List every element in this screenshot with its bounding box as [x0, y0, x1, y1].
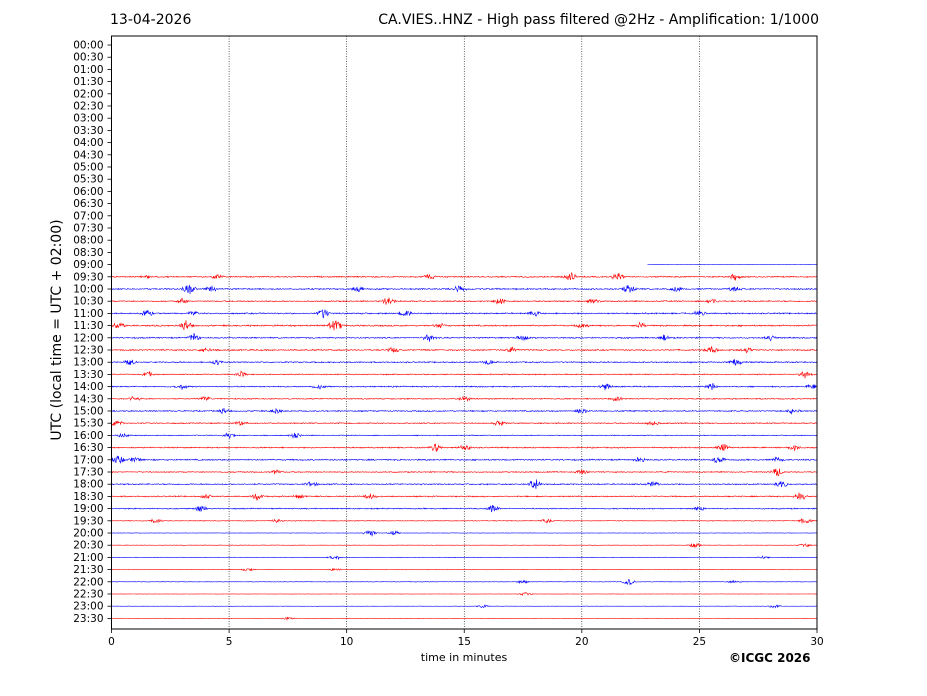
- trace-1130: [111, 320, 818, 331]
- y-tick-label: 02:30: [73, 101, 103, 113]
- trace-2000: [111, 529, 818, 537]
- y-tick-label: 02:00: [73, 88, 103, 100]
- trace-2300: [111, 604, 818, 609]
- y-tick-label: 22:00: [73, 576, 103, 588]
- x-axis-label: time in minutes: [420, 651, 508, 664]
- y-tick-label: 23:00: [73, 601, 103, 613]
- trace-2330: [111, 616, 818, 621]
- copyright-notice: ©ICGC 2026: [729, 651, 811, 665]
- y-tick-label: 11:00: [73, 308, 103, 320]
- trace-1200: [111, 333, 818, 342]
- y-tick-label: 12:30: [73, 345, 103, 357]
- trace-2030: [111, 542, 818, 549]
- trace-1300: [111, 359, 818, 366]
- y-tick-label: 14:00: [73, 381, 103, 393]
- x-tick-label: 25: [693, 636, 706, 648]
- seismic-traces: [111, 264, 818, 621]
- trace-1100: [111, 309, 818, 319]
- y-tick-label: 04:30: [73, 149, 103, 161]
- y-tick-label: 08:00: [73, 235, 103, 247]
- trace-1030: [111, 297, 818, 305]
- x-tick-label: 0: [108, 636, 115, 648]
- y-tick-label: 22:30: [73, 589, 103, 601]
- y-tick-label: 00:30: [73, 52, 103, 64]
- y-tick-label: 10:00: [73, 284, 103, 296]
- y-tick-label: 10:30: [73, 296, 103, 308]
- trace-1800: [111, 479, 818, 489]
- trace-1600: [111, 432, 818, 439]
- vertical-gridlines: [228, 36, 700, 629]
- trace-1730: [111, 468, 818, 477]
- y-tick-label: 07:00: [73, 210, 103, 222]
- y-tick-label: 11:30: [73, 320, 103, 332]
- x-tick-label: 30: [810, 636, 823, 648]
- trace-1500: [111, 408, 818, 415]
- y-tick-label: 13:30: [73, 369, 103, 381]
- axis-ticks: 00:0000:3001:0001:3002:0002:3003:0003:30…: [73, 40, 823, 649]
- y-tick-label: 21:30: [73, 564, 103, 576]
- trace-1000: [111, 284, 818, 295]
- trace-1900: [111, 505, 818, 513]
- trace-2100: [111, 555, 818, 561]
- y-tick-label: 01:30: [73, 76, 103, 88]
- y-tick-label: 21:00: [73, 552, 103, 564]
- trace-1930: [111, 518, 818, 524]
- trace-1400: [111, 383, 818, 391]
- y-tick-label: 05:30: [73, 174, 103, 186]
- y-tick-label: 19:30: [73, 515, 103, 527]
- chart-date: 13-04-2026: [110, 12, 192, 28]
- x-tick-label: 10: [340, 636, 353, 648]
- trace-2130: [111, 567, 818, 572]
- y-tick-label: 14:30: [73, 393, 103, 405]
- trace-2200: [111, 579, 818, 586]
- trace-0930: [111, 272, 818, 281]
- y-tick-label: 18:30: [73, 491, 103, 503]
- trace-1830: [111, 492, 818, 501]
- x-tick-label: 5: [226, 636, 233, 648]
- y-tick-label: 05:00: [73, 162, 103, 174]
- y-tick-label: 13:00: [73, 357, 103, 369]
- y-tick-label: 03:30: [73, 125, 103, 137]
- y-tick-label: 16:00: [73, 430, 103, 442]
- y-tick-label: 00:00: [73, 40, 103, 52]
- y-tick-label: 08:30: [73, 247, 103, 259]
- y-tick-label: 19:00: [73, 503, 103, 515]
- y-tick-label: 16:30: [73, 442, 103, 454]
- y-tick-label: 06:30: [73, 198, 103, 210]
- y-tick-label: 17:00: [73, 454, 103, 466]
- y-tick-label: 18:00: [73, 479, 103, 491]
- y-tick-label: 23:30: [73, 613, 103, 625]
- y-tick-label: 03:00: [73, 113, 103, 125]
- trace-1230: [111, 345, 818, 354]
- y-tick-label: 17:30: [73, 467, 103, 479]
- trace-1530: [111, 420, 818, 427]
- trace-1700: [111, 455, 818, 464]
- x-tick-label: 20: [575, 636, 588, 648]
- y-tick-label: 15:00: [73, 406, 103, 418]
- y-tick-label: 12:00: [73, 332, 103, 344]
- trace-1430: [111, 395, 818, 403]
- chart-title: CA.VIES..HNZ - High pass filtered @2Hz -…: [378, 12, 819, 28]
- x-tick-label: 15: [458, 636, 471, 648]
- y-tick-label: 01:00: [73, 64, 103, 76]
- y-tick-label: 09:30: [73, 271, 103, 283]
- y-tick-label: 07:30: [73, 223, 103, 235]
- y-tick-label: 09:00: [73, 259, 103, 271]
- trace-1330: [111, 370, 818, 379]
- y-tick-label: 20:00: [73, 528, 103, 540]
- y-tick-label: 06:00: [73, 186, 103, 198]
- y-tick-label: 15:30: [73, 418, 103, 430]
- trace-2230: [111, 591, 818, 597]
- plot-frame: [111, 35, 818, 630]
- y-tick-label: 04:00: [73, 137, 103, 149]
- y-tick-label: 20:30: [73, 540, 103, 552]
- trace-1630: [111, 443, 818, 453]
